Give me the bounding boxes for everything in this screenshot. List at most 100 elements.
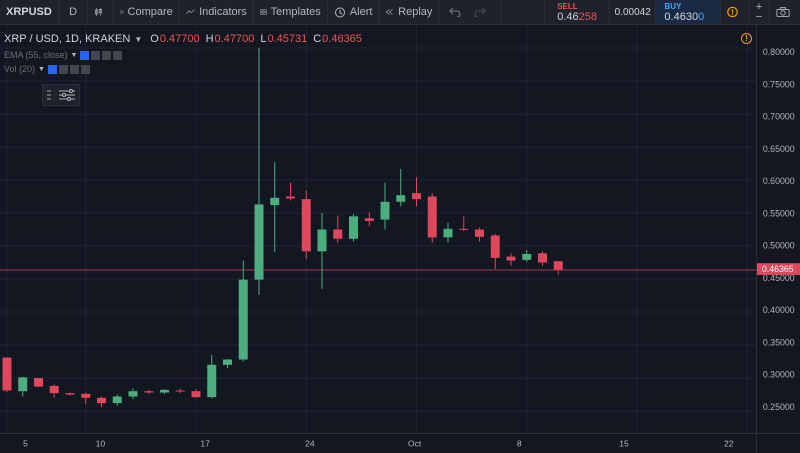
time-tick-label: 17: [200, 438, 210, 448]
candle-body: [286, 196, 295, 199]
legend-high-key: H: [205, 33, 214, 45]
legend-open-value: 0.47700: [159, 33, 200, 45]
settings-icon[interactable]: [91, 50, 101, 60]
candle-body: [18, 377, 28, 392]
compare-button[interactable]: Compare: [114, 0, 180, 24]
candle-body: [160, 389, 169, 393]
buy-price: 0.46300: [664, 10, 705, 23]
axis-corner: [756, 433, 800, 453]
indicator-ema-label: EMA (55, close): [4, 50, 68, 60]
candle-body: [207, 364, 217, 398]
candle-body: [380, 201, 390, 220]
eye-icon[interactable]: [47, 64, 57, 74]
indicator-ema-caret-icon[interactable]: ▼: [70, 51, 78, 59]
candle-body: [490, 235, 500, 258]
plus-circle-icon: [119, 10, 124, 14]
legend-open-key: O: [150, 33, 159, 45]
candle-body: [97, 397, 106, 404]
eye-icon[interactable]: [80, 50, 90, 60]
legend-pair[interactable]: XRP / USD, 1D, KRAKEN: [4, 33, 131, 45]
price-tick-label: 0.30000: [763, 370, 795, 380]
templates-button[interactable]: Templates: [254, 0, 328, 24]
indicator-row-vol[interactable]: Vol (20) ▼: [4, 64, 92, 74]
zoom-controls: + −: [749, 0, 771, 24]
interval-button[interactable]: D: [59, 0, 88, 24]
legend-high-value: 0.47700: [214, 33, 255, 45]
legend-caret-icon[interactable]: ▼: [134, 34, 143, 44]
symbol-search-button[interactable]: XRPUSD: [0, 0, 60, 24]
chart-warning-icon[interactable]: !: [741, 33, 752, 44]
candle-body: [443, 228, 453, 238]
alert-label: Alert: [349, 6, 373, 18]
legend-low-key: L: [260, 33, 267, 45]
time-tick-label: Oct: [408, 438, 422, 448]
indicators-button[interactable]: Indicators: [180, 0, 254, 24]
redo-icon[interactable]: [474, 7, 486, 17]
time-axis[interactable]: 5 10 17 24 Oct 8 15 22: [0, 433, 756, 453]
object-tree-button[interactable]: [42, 84, 80, 106]
alert-button[interactable]: Alert: [328, 0, 380, 24]
time-tick-label: 8: [517, 438, 522, 448]
indicator-vol-label: Vol (20): [4, 64, 36, 74]
price-tick-label: 0.35000: [763, 337, 795, 347]
candle-body: [34, 378, 43, 387]
chart-style-button[interactable]: [88, 0, 114, 24]
interval-label: D: [69, 6, 78, 18]
candle-body: [81, 393, 91, 398]
legend-close-value: 0.46365: [322, 33, 362, 45]
legend-close-key: C: [313, 33, 322, 45]
snapshot-button[interactable]: [770, 0, 800, 24]
candle-body: [364, 218, 374, 221]
chart-legend: XRP / USD, 1D, KRAKEN ▼ O 0.47700 H 0.47…: [4, 33, 368, 45]
undo-icon[interactable]: [449, 7, 461, 17]
settings-icon[interactable]: [58, 64, 68, 74]
zoom-in-button[interactable]: +: [755, 1, 763, 13]
candle-body: [459, 228, 469, 230]
candle-body: [270, 197, 280, 206]
toolbar-spacer: [501, 0, 546, 24]
undo-redo-group: [439, 0, 501, 24]
price-chart[interactable]: [0, 25, 756, 433]
templates-icon: [260, 9, 267, 15]
candle-body: [175, 390, 185, 392]
price-tick-label: 0.80000: [763, 47, 795, 57]
sell-button[interactable]: SELL 0.46258: [545, 0, 610, 24]
price-tick-label: 0.75000: [763, 79, 795, 89]
price-tick-label: 0.65000: [763, 144, 795, 154]
candle-body: [191, 391, 201, 398]
price-tick-label: 0.50000: [763, 241, 795, 251]
last-price-label: 0.46365: [762, 264, 794, 274]
candle-body: [427, 196, 437, 238]
candle-body: [522, 253, 532, 260]
candle-body: [553, 261, 563, 270]
indicator-vol-caret-icon[interactable]: ▼: [38, 65, 45, 73]
candle-body: [2, 357, 12, 391]
candle-body: [49, 385, 59, 394]
candle-body: [538, 253, 547, 263]
time-tick-label: 22: [724, 438, 734, 448]
buy-button[interactable]: BUY 0.46300: [656, 0, 721, 24]
candle-body: [254, 204, 264, 280]
candle-body: [317, 229, 327, 252]
indicator-row-ema[interactable]: EMA (55, close) ▼: [4, 50, 124, 60]
candle-body: [238, 279, 248, 360]
candle-body: [396, 195, 406, 202]
close-icon[interactable]: [80, 64, 90, 74]
replay-button[interactable]: Replay: [379, 0, 440, 24]
time-tick-label: 5: [23, 438, 28, 448]
buy-label: BUY: [664, 1, 682, 11]
zoom-out-button[interactable]: −: [755, 11, 763, 23]
price-tick-label: 0.55000: [763, 208, 795, 218]
candle-body: [506, 256, 516, 261]
price-axis[interactable]: 0.25000 0.30000 0.35000 0.40000 0.45000 0.500…: [756, 25, 800, 433]
candles-icon: [94, 8, 102, 16]
source-icon[interactable]: [102, 50, 112, 60]
source-icon[interactable]: [69, 64, 79, 74]
last-price-tag: [757, 263, 800, 275]
close-icon[interactable]: [113, 50, 123, 60]
indicators-label: Indicators: [199, 6, 247, 18]
toolbar-warning-button[interactable]: [721, 0, 749, 24]
warning-icon: [727, 6, 738, 18]
candle-body: [349, 216, 358, 239]
price-tick-label: 0.40000: [763, 305, 795, 315]
